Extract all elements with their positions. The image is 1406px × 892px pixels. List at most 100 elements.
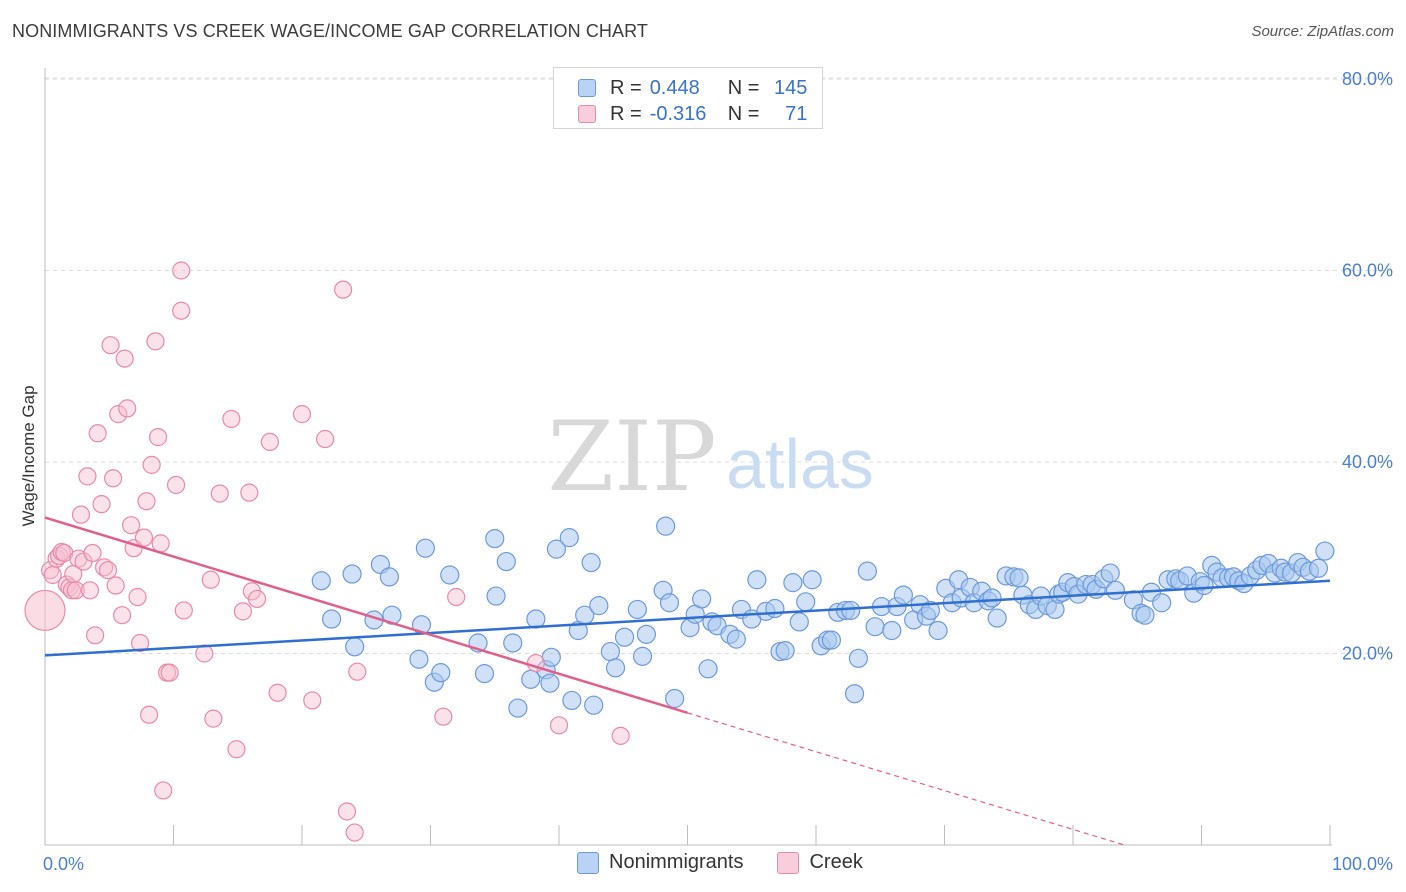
creek-point (348, 662, 367, 681)
nonimmigrants-point (627, 599, 647, 620)
correlation-legend: R = 0.448 N = 145 R = -0.316 N = 71 (553, 67, 823, 129)
nonimmigrants-point (726, 629, 746, 649)
nonimmigrants-point (379, 567, 399, 587)
legend-n-value: 145 (774, 76, 808, 99)
nonimmigrants-trend-line (44, 579, 1331, 657)
legend-swatch-blue (577, 851, 599, 874)
nonimmigrants-point (1315, 541, 1335, 561)
nonimmigrants-point (440, 565, 460, 585)
y-axis-title: Wage/Income Gap (19, 385, 38, 526)
chart-title: NONIMMIGRANTS VS CREEK WAGE/INCOME GAP C… (12, 21, 649, 41)
nonimmigrants-point (415, 538, 435, 558)
nonimmigrants-point (342, 564, 362, 584)
legend-label-nonimmigrants: Nonimmigrants (609, 851, 744, 873)
creek-point (447, 587, 466, 607)
nonimmigrants-point (802, 570, 822, 590)
creek-point (227, 740, 246, 759)
y-tick-label: 60.0% (1342, 261, 1393, 281)
creek-point (130, 633, 150, 653)
nonimmigrants-point (656, 516, 676, 536)
nonimmigrants-point (409, 649, 429, 669)
creek-point (128, 587, 147, 607)
creek-point (57, 575, 76, 594)
series-legend: Nonimmigrants Creek (577, 851, 897, 874)
nonimmigrants-point (632, 646, 653, 666)
nonimmigrants-point (775, 641, 795, 661)
creek-point (62, 581, 82, 600)
nonimmigrants-point (559, 528, 579, 548)
legend-swatch-blue (578, 79, 596, 97)
legend-item-creek: Creek (777, 851, 863, 874)
nonimmigrants-point (485, 528, 505, 549)
nonimmigrants-point (928, 620, 948, 641)
nonimmigrants-point (747, 570, 767, 590)
creek-point (172, 301, 191, 320)
nonimmigrants-point (540, 673, 560, 693)
nonimmigrants-point (546, 539, 567, 559)
nonimmigrants-point (614, 627, 635, 647)
creek-point (337, 802, 357, 821)
creek-point (137, 492, 156, 511)
creek-point (222, 409, 241, 429)
nonimmigrants-point (431, 663, 451, 683)
nonimmigrants-point (796, 592, 816, 612)
nonimmigrants-point (521, 669, 541, 689)
creek-point (611, 726, 630, 745)
nonimmigrants-point (821, 630, 842, 650)
nonimmigrants-point (1194, 575, 1214, 596)
nonimmigrants-point (486, 586, 506, 606)
y-tick-label: 40.0% (1342, 452, 1393, 472)
creek-point (345, 823, 364, 842)
watermark-atlas: atlas (726, 425, 874, 503)
creek-point (292, 405, 312, 424)
creek-point (142, 455, 161, 474)
creek-point (151, 534, 170, 553)
creek-point (86, 626, 105, 645)
nonimmigrants-point (857, 561, 878, 581)
nonimmigrants-point (1152, 593, 1172, 613)
creek-point (112, 606, 132, 625)
creek-point (233, 602, 252, 621)
nonimmigrants-point (474, 664, 495, 684)
nonimmigrants-point (789, 612, 809, 632)
creek-point (160, 663, 179, 682)
tick-labels: 20.0% 40.0% 60.0% 80.0% 0.0% 100.0% (43, 69, 1393, 874)
legend-row-creek: R = -0.316 N = 71 (578, 102, 807, 126)
creek-point (115, 349, 134, 368)
creek-point (334, 280, 353, 299)
creek-point (66, 581, 85, 600)
nonimmigrants-point (865, 617, 885, 637)
watermark-zip: ZIP (547, 401, 716, 513)
nonimmigrants-point (848, 648, 869, 668)
legend-r-value: -0.316 (649, 102, 707, 125)
creek-point (268, 683, 287, 702)
legend-r-label: R = (610, 76, 642, 99)
creek-trend-extension (687, 712, 1125, 846)
creek-point (134, 528, 154, 547)
nonimmigrants-point (584, 695, 604, 715)
creek-point (109, 405, 128, 424)
nonimmigrants-point (692, 589, 712, 609)
nonimmigrants-point (589, 596, 609, 616)
creek-point (148, 428, 168, 447)
creek-point (240, 483, 259, 502)
legend-n-value: 71 (785, 102, 808, 125)
y-tick-label: 20.0% (1342, 644, 1393, 664)
nonimmigrants-point (321, 609, 342, 629)
creek-point (303, 691, 322, 710)
nonimmigrants-point (1009, 568, 1029, 588)
nonimmigrants-point (636, 624, 656, 644)
nonimmigrants-point (541, 647, 561, 667)
creek-point (260, 432, 279, 451)
creek-point (146, 332, 165, 351)
nonimmigrants-point (562, 690, 582, 711)
creek-point (106, 576, 125, 595)
creek-point (247, 589, 267, 609)
nonimmigrants-point (605, 658, 626, 678)
legend-label-creek: Creek (809, 851, 863, 873)
nonimmigrants-point (841, 600, 861, 621)
creek-point (154, 781, 173, 800)
nonimmigrants-point (1105, 580, 1126, 600)
nonimmigrants-point (982, 588, 1002, 608)
